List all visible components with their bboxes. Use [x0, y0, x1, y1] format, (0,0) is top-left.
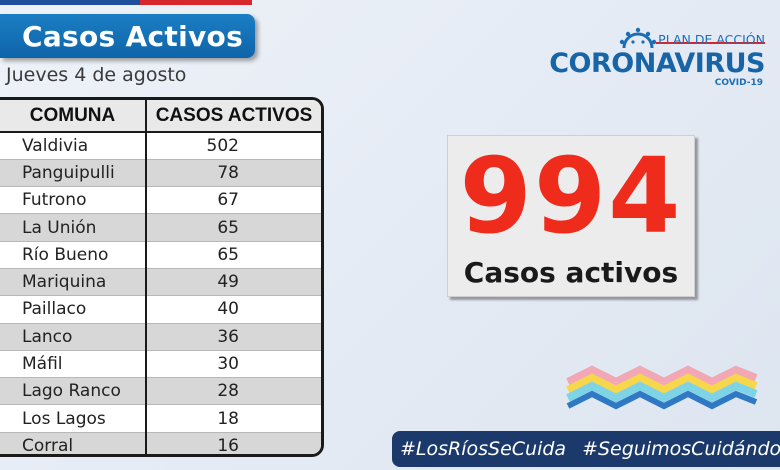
comuna-cell: La Unión	[0, 213, 147, 242]
total-cases-box: 994 Casos activos	[447, 135, 695, 297]
table-header-row: COMUNA CASOS ACTIVOS	[0, 100, 321, 133]
flag-strip	[0, 0, 252, 5]
casos-cell: 65	[146, 240, 321, 269]
logo-red-line	[656, 42, 765, 44]
comuna-cell: Máfil	[0, 349, 147, 378]
table-row: Futrono 67	[0, 186, 321, 214]
casos-cell: 67	[146, 186, 321, 214]
wave-stripes-graphic	[566, 365, 758, 410]
table-row: La Unión 65	[0, 213, 321, 242]
logo-plan-label: PLAN DE ACCIÓN	[658, 32, 765, 47]
comuna-cell: Río Bueno	[0, 240, 147, 269]
casos-cell: 28	[146, 377, 321, 405]
comuna-cell: Valdivia	[0, 131, 147, 160]
column-header-comuna: COMUNA	[0, 100, 147, 133]
logo-sub-label: COVID-19	[714, 78, 763, 88]
comuna-cell: Corral	[0, 431, 147, 454]
comuna-cell: Panguipulli	[0, 158, 147, 187]
title-banner: Casos Activos	[0, 14, 255, 58]
table-row: Corral 16	[0, 431, 321, 454]
comuna-cell: Lanco	[0, 322, 147, 351]
casos-cell: 502	[146, 131, 321, 160]
hashtag-bar: #LosRíosSeCuida #SeguimosCuidándonos	[392, 431, 780, 467]
flag-blue-stripe	[0, 0, 140, 5]
casos-cell: 36	[146, 322, 321, 351]
table-row: Mariquina 49	[0, 267, 321, 296]
logo-main-label: CORONAVIRUS	[549, 48, 765, 79]
casos-cell: 16	[146, 431, 321, 454]
casos-cell: 49	[146, 267, 321, 296]
comuna-cell: Lago Ranco	[0, 377, 147, 405]
virus-icon	[619, 27, 657, 48]
hashtag-seguimos: #SeguimosCuidándonos	[582, 438, 780, 460]
casos-cell: 65	[146, 213, 321, 242]
comuna-cell: Futrono	[0, 186, 147, 214]
table-row: Panguipulli 78	[0, 158, 321, 187]
hashtag-los-rios: #LosRíosSeCuida	[400, 438, 567, 460]
casos-cell: 18	[146, 404, 321, 433]
column-header-casos: CASOS ACTIVOS	[146, 100, 321, 133]
table-row: Lanco 36	[0, 322, 321, 351]
table-row: Río Bueno 65	[0, 240, 321, 269]
comuna-cell: Paillaco	[0, 295, 147, 324]
casos-cell: 40	[146, 295, 321, 324]
table-row: Los Lagos 18	[0, 404, 321, 433]
comuna-cell: Mariquina	[0, 267, 147, 296]
table-row: Lago Ranco 28	[0, 377, 321, 405]
total-cases-value: 994	[459, 135, 683, 257]
page-title: Casos Activos	[22, 19, 244, 53]
date-label: Jueves 4 de agosto	[6, 64, 187, 86]
comuna-cell: Los Lagos	[0, 404, 147, 433]
casos-cell: 78	[146, 158, 321, 187]
flag-red-stripe	[140, 0, 252, 5]
table-row: Máfil 30	[0, 349, 321, 378]
total-cases-label: Casos activos	[463, 256, 679, 289]
table-row: Valdivia 502	[0, 131, 321, 160]
table-row: Paillaco 40	[0, 295, 321, 324]
casos-cell: 30	[146, 349, 321, 378]
cases-table: COMUNA CASOS ACTIVOS Valdivia 502 Panguip…	[0, 97, 324, 457]
coronavirus-logo: PLAN DE ACCIÓN CORONAVIRUS COVID-19	[549, 26, 765, 94]
